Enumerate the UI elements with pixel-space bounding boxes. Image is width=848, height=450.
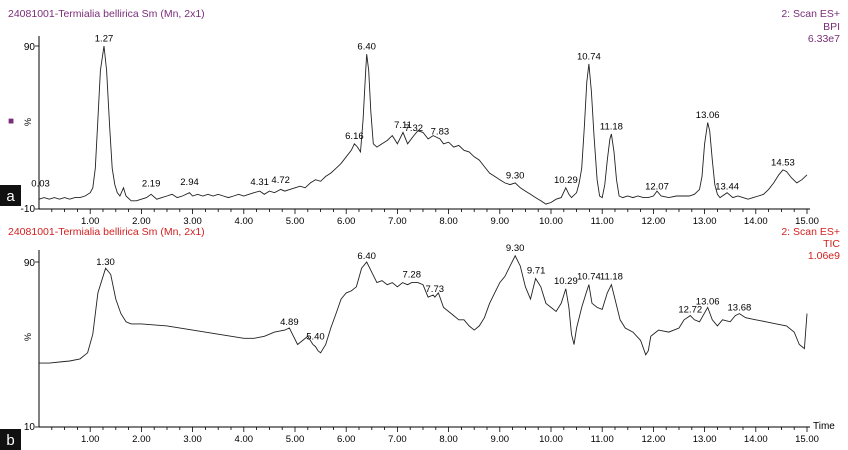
peak-label: 7.28 bbox=[402, 270, 421, 281]
panel-a-title: 24081001-Termialia bellirica Sm (Mn, 2x1… bbox=[8, 8, 205, 20]
peak-label: 13.06 bbox=[696, 296, 720, 307]
x-tick-label: 10.00 bbox=[539, 216, 563, 227]
peak-label: 9.71 bbox=[527, 265, 546, 276]
peak-label: 7.11 bbox=[394, 120, 412, 131]
x-tick-label: 9.00 bbox=[491, 434, 510, 445]
peak-label: 14.53 bbox=[771, 157, 795, 168]
panel-b-scan-label: 2: Scan ES+ bbox=[781, 226, 840, 238]
panel-a-bpi-trace bbox=[38, 45, 808, 205]
x-tick-label: 4.00 bbox=[235, 216, 254, 227]
panel-b-intensity: 1.06e9 bbox=[808, 250, 840, 262]
peak-label: 7.83 bbox=[431, 126, 450, 137]
panel-a-scan-label: 2: Scan ES+ bbox=[781, 8, 840, 20]
panel-b-y-tick-label: 90 bbox=[24, 258, 36, 269]
peak-label: 2.94 bbox=[180, 177, 199, 188]
peak-label: 9.30 bbox=[506, 243, 525, 254]
panel-a-axes: 90 -10 % 1.00 2.00 3.00 4.00 5.00 6.00 7.00 8.0… bbox=[21, 36, 819, 227]
panel-a-y-tick-label: -10 bbox=[21, 204, 36, 215]
x-tick-label: 13.00 bbox=[693, 434, 717, 445]
peak-label: 2.19 bbox=[142, 178, 161, 189]
peak-label: 10.74 bbox=[577, 272, 601, 283]
peak-label: 12.07 bbox=[645, 182, 669, 193]
peak-label: 6.40 bbox=[357, 251, 376, 262]
peak-label: 12.72 bbox=[678, 305, 702, 316]
x-tick-label: 15.00 bbox=[795, 216, 819, 227]
panel-a-peak-labels: 0.03 1.27 2.19 2.94 4.31 4.72 6.16 6.40 7.117.32… bbox=[31, 33, 795, 192]
x-tick-label: 4.00 bbox=[235, 434, 254, 445]
panel-b-y-axis-label: % bbox=[23, 333, 33, 341]
panel-b-x-axis-title: Time bbox=[813, 421, 835, 432]
x-tick-label: 3.00 bbox=[183, 434, 202, 445]
x-tick-label: 14.00 bbox=[744, 216, 768, 227]
peak-label: 1.27 bbox=[95, 33, 114, 44]
panel-a-letter: a bbox=[6, 188, 15, 205]
peak-label: 7.32 bbox=[405, 123, 424, 134]
panel-b-y-tick-label: 10 bbox=[24, 422, 36, 433]
peak-label: 13.06 bbox=[696, 110, 720, 121]
x-tick-label: 2.00 bbox=[132, 434, 151, 445]
x-tick-label: 6.00 bbox=[337, 216, 356, 227]
x-tick-label: 11.00 bbox=[591, 434, 614, 445]
peak-label: 13.44 bbox=[715, 182, 739, 193]
peak-label: 4.89 bbox=[280, 317, 299, 328]
peak-label: 10.29 bbox=[554, 175, 578, 186]
peak-label: 6.40 bbox=[357, 42, 376, 53]
peak-label: 5.40 bbox=[306, 331, 325, 342]
peak-label: 10.29 bbox=[554, 276, 578, 287]
x-tick-label: 7.00 bbox=[388, 434, 407, 445]
panel-a-marker-icon: ■ bbox=[8, 116, 14, 127]
x-tick-label: 3.00 bbox=[183, 216, 202, 227]
peak-label: 6.16 bbox=[345, 131, 364, 142]
panel-b-peak-labels: 1.30 4.89 5.40 6.40 7.28 7.73 9.309.71 10.29 10.… bbox=[96, 243, 751, 343]
panel-a-y-axis-label: % bbox=[23, 118, 33, 126]
peak-label: 4.31 bbox=[250, 177, 269, 188]
x-tick-label: 10.00 bbox=[539, 434, 563, 445]
x-tick-label: 12.00 bbox=[642, 434, 666, 445]
panel-b-title: 24081001-Termialia bellirica Sm (Mn, 2x1… bbox=[8, 226, 205, 238]
panel-b-letter: b bbox=[6, 432, 14, 449]
panel-a-badge: a bbox=[0, 185, 21, 206]
x-tick-label: 5.00 bbox=[286, 434, 305, 445]
panel-a-ticks bbox=[35, 45, 808, 214]
x-tick-label: 8.00 bbox=[439, 216, 458, 227]
x-tick-label: 7.00 bbox=[388, 216, 407, 227]
peak-label: 4.72 bbox=[271, 175, 290, 186]
x-tick-label: 15.00 bbox=[795, 434, 819, 445]
peak-label: 1.30 bbox=[96, 257, 115, 268]
panel-b-trace-type: TIC bbox=[823, 238, 840, 250]
x-tick-label: 9.00 bbox=[491, 216, 510, 227]
x-tick-label: 2.00 bbox=[132, 216, 151, 227]
panel-b-axes: 90 10 % 1.00 2.00 3.00 4.00 5.00 6.00 7.00 8.00… bbox=[23, 250, 835, 445]
x-tick-label: 11.00 bbox=[591, 216, 614, 227]
x-tick-label: 8.00 bbox=[439, 434, 458, 445]
panel-a-intensity: 6.33e7 bbox=[808, 33, 840, 45]
peak-label: 7.73 bbox=[426, 284, 445, 295]
x-tick-label: 5.00 bbox=[286, 216, 305, 227]
x-tick-label: 12.00 bbox=[642, 216, 666, 227]
x-tick-label: 1.00 bbox=[81, 434, 100, 445]
panel-a-x-tick-labels: 1.00 2.00 3.00 4.00 5.00 6.00 7.00 8.00 9.00 10.0… bbox=[81, 216, 819, 227]
x-tick-label: 6.00 bbox=[337, 434, 356, 445]
panel-a-y-tick-label: 90 bbox=[24, 42, 36, 53]
peak-label: 0.03 bbox=[31, 178, 50, 189]
peak-label: 9.30 bbox=[506, 170, 525, 181]
x-tick-label: 13.00 bbox=[693, 216, 717, 227]
peak-label: 11.18 bbox=[600, 272, 623, 283]
panel-a-trace-type: BPI bbox=[823, 21, 840, 33]
panel-b-tic-trace bbox=[39, 254, 808, 364]
peak-label: 11.18 bbox=[600, 121, 623, 132]
peak-label: 13.68 bbox=[728, 303, 752, 314]
panel-b-ticks bbox=[35, 261, 808, 432]
peak-label: 10.74 bbox=[577, 51, 601, 62]
x-tick-label: 1.00 bbox=[81, 216, 100, 227]
panel-b-badge: b bbox=[0, 429, 21, 450]
x-tick-label: 14.00 bbox=[744, 434, 768, 445]
panel-b-x-tick-labels: 1.00 2.00 3.00 4.00 5.00 6.00 7.00 8.00 9.00 10.0… bbox=[81, 434, 819, 445]
